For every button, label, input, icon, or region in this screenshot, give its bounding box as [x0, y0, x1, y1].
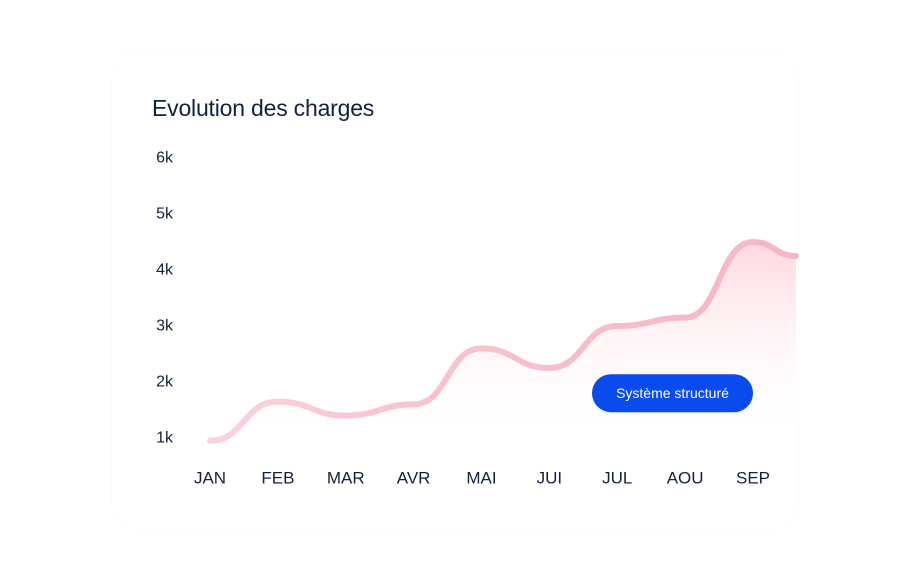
x-tick-label: MAR [327, 469, 365, 488]
x-tick-label: MAI [466, 469, 496, 488]
series-point [615, 324, 620, 329]
y-tick-label: 3k [156, 318, 174, 335]
y-tick-label: 1k [156, 430, 174, 447]
y-tick-label: 6k [156, 150, 174, 167]
reference-badge: Système structuré [592, 374, 753, 413]
x-tick-label: AVR [397, 469, 431, 488]
chart-title: Evolution des charges [152, 95, 375, 121]
y-tick-label: 2k [156, 374, 174, 391]
x-tick-label: FEB [261, 469, 294, 488]
series-line [207, 238, 799, 444]
y-tick-label: 5k [156, 206, 174, 223]
series-point [751, 240, 756, 245]
x-tick-label: JUL [602, 469, 632, 488]
chart-card [112, 50, 798, 530]
series-point [208, 438, 213, 443]
series-point [479, 346, 484, 351]
series-point [411, 402, 416, 407]
y-tick-label: 4k [156, 262, 174, 279]
x-tick-label: SEP [736, 469, 770, 488]
series-point [275, 399, 280, 404]
x-tick-label: JUI [537, 469, 563, 488]
series-point [547, 366, 552, 371]
series-point [343, 413, 348, 418]
series-point [683, 315, 688, 320]
x-tick-label: JAN [194, 469, 226, 488]
reference-line-label: Système structuré [616, 385, 729, 401]
x-tick-label: AOU [667, 469, 704, 488]
